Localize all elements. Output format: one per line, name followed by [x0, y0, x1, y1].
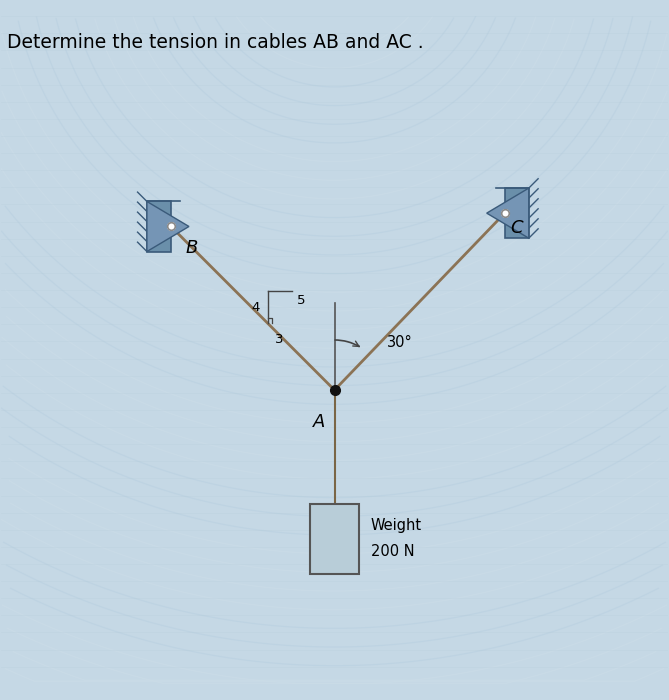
Polygon shape: [487, 188, 529, 238]
Bar: [147, 202, 171, 251]
Bar: [504, 188, 529, 238]
Text: 30°: 30°: [387, 335, 412, 350]
Text: C: C: [510, 219, 522, 237]
Text: B: B: [185, 239, 198, 257]
Text: Determine the tension in cables AB and AC .: Determine the tension in cables AB and A…: [7, 33, 424, 52]
Text: 200 N: 200 N: [371, 544, 414, 559]
Text: 3: 3: [276, 333, 284, 346]
Text: 4: 4: [252, 300, 260, 314]
Polygon shape: [147, 202, 189, 251]
Text: A: A: [313, 413, 326, 430]
Text: 5: 5: [297, 294, 306, 307]
Text: Weight: Weight: [371, 519, 421, 533]
Bar: [310, 503, 359, 573]
